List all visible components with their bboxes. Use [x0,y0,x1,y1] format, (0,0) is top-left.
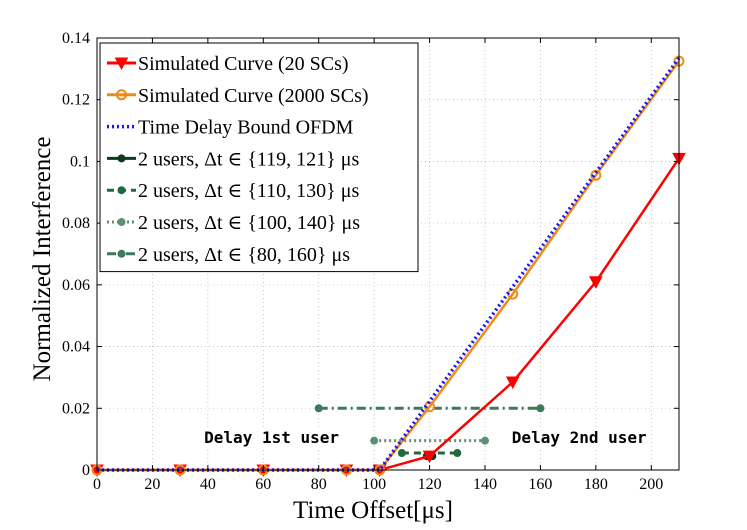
legend-item: 2 users, Δt ∈ {80, 160} μs [107,244,350,266]
circle-marker [116,89,127,101]
y-tick-label: 0.06 [62,277,90,294]
triangle-marker [422,450,437,464]
legend-label: Simulated Curve (2000 SCs) [138,85,369,107]
y-tick-label: 0 [82,462,90,479]
x-tick-label: 80 [311,476,327,493]
delay-1st-user-label: Delay 1st user [204,428,339,447]
circle-marker [117,186,126,195]
legend-label: 2 users, Δt ∈ {100, 140} μs [138,212,360,234]
x-tick-label: 160 [528,476,552,493]
x-tick-label: 100 [362,476,386,493]
legend-label: 2 users, Δt ∈ {110, 130} μs [138,180,360,202]
triangle-marker [505,376,520,390]
x-tick-label: 20 [144,476,160,493]
series-6 [314,404,545,413]
legend-label: Simulated Curve (20 SCs) [138,53,349,75]
y-tick-label: 0.14 [62,30,90,47]
y-tick-label: 0.1 [70,153,90,170]
triangle-marker [589,276,603,289]
triangle-marker [114,57,129,71]
circle-marker [453,449,462,458]
legend-item: Simulated Curve (2000 SCs) [107,85,369,107]
x-tick-label: 40 [200,476,216,493]
x-axis-label: Time Offset[μs] [293,497,453,524]
y-tick-label: 0.02 [62,400,90,417]
legend-item: Time Delay Bound OFDM [107,117,354,139]
legend-label: Time Delay Bound OFDM [138,117,354,139]
legend-label: 2 users, Δt ∈ {80, 160} μs [138,244,350,266]
axis-labels: Time Offset[μs] Normalized Interference [29,137,453,524]
annotations: Delay 1st user Delay 2nd user [201,428,650,448]
circle-marker [314,404,323,413]
x-tick-label: 60 [255,476,271,493]
legend-item: Simulated Curve (20 SCs) [107,53,349,75]
circle-marker [481,436,489,445]
legend-label: 2 users, Δt ∈ {119, 121} μs [138,148,360,170]
circle-marker [536,404,545,413]
legend-item: 2 users, Δt ∈ {110, 130} μs [107,180,360,202]
x-tick-label: 200 [639,476,663,493]
x-tick-label: 0 [93,476,101,493]
circle-marker [117,154,126,163]
y-tick-label: 0.08 [62,215,90,232]
y-tick-label: 0.04 [62,339,90,356]
x-tick-label: 120 [418,476,442,493]
x-tick-label: 140 [473,476,497,493]
legend-item: 2 users, Δt ∈ {100, 140} μs [107,212,360,234]
annotation-background [201,428,342,448]
y-tick-label: 0.12 [62,92,90,109]
circle-marker [117,218,126,226]
legend-item: 2 users, Δt ∈ {119, 121} μs [107,148,360,170]
legend: Simulated Curve (20 SCs) Simulated Curve … [99,42,419,273]
x-tick-label: 180 [584,476,608,493]
series-5 [370,436,489,445]
circle-marker [370,436,379,445]
y-axis-label: Normalized Interference [29,137,56,382]
annotation-background [509,428,650,448]
circle-marker [397,449,406,458]
axes-box [96,37,680,471]
delay-2nd-user-label: Delay 2nd user [512,428,647,447]
ticks: 0 20 40 60 80 100 120 140 160 180 200 0 0.02 0.04 0.06… [62,30,679,493]
circle-marker [117,249,126,258]
legend-box [99,42,419,273]
